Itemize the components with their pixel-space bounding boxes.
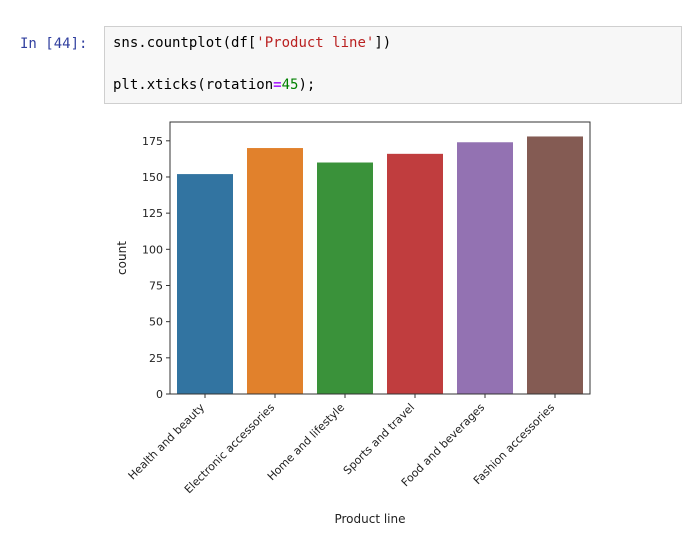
code-operator: = (273, 77, 282, 93)
cell-prompt: In [44]: (20, 36, 88, 52)
plot-frame (169, 121, 591, 395)
code-cell-input[interactable]: sns.countplot(df['Product line']) plt.xt… (104, 26, 682, 104)
code-text: sns.countplot(df[ (113, 35, 257, 51)
x-tick-label: Sports and travel (341, 401, 417, 477)
code-text: ]) (374, 35, 392, 51)
y-tick-label: 150 (142, 171, 163, 184)
y-tick-label: 125 (142, 207, 163, 220)
x-tick-label: Home and lifestyle (265, 401, 347, 483)
y-tick-label: 75 (149, 279, 163, 292)
code-number: 45 (281, 77, 299, 93)
x-tick-label: Health and beauty (126, 401, 208, 483)
y-tick-label: 50 (149, 316, 163, 329)
code-line-1: sns.countplot(df['Product line']) (113, 35, 391, 51)
code-string: 'Product line' (256, 35, 375, 51)
y-tick-label: 25 (149, 352, 163, 365)
code-text: ); (298, 77, 316, 93)
bar (177, 174, 233, 394)
code-line-2: plt.xticks(rotation=45); (113, 77, 315, 93)
y-tick-label: 100 (142, 243, 163, 256)
bar (387, 153, 443, 394)
x-axis-label: Product line (334, 512, 405, 526)
y-tick-label: 0 (156, 388, 163, 401)
bar (247, 148, 303, 394)
bar (527, 136, 583, 394)
bar (457, 142, 513, 394)
bar (317, 162, 373, 394)
y-tick-label: 175 (142, 135, 163, 148)
y-axis-label: count (115, 241, 129, 275)
code-text: plt.xticks(rotation (113, 77, 274, 93)
x-tick-label: Fashion accessories (471, 401, 557, 487)
cell-output: 0 25 50 75 100 125 150 175 Health and beauty Elec… (104, 110, 624, 540)
